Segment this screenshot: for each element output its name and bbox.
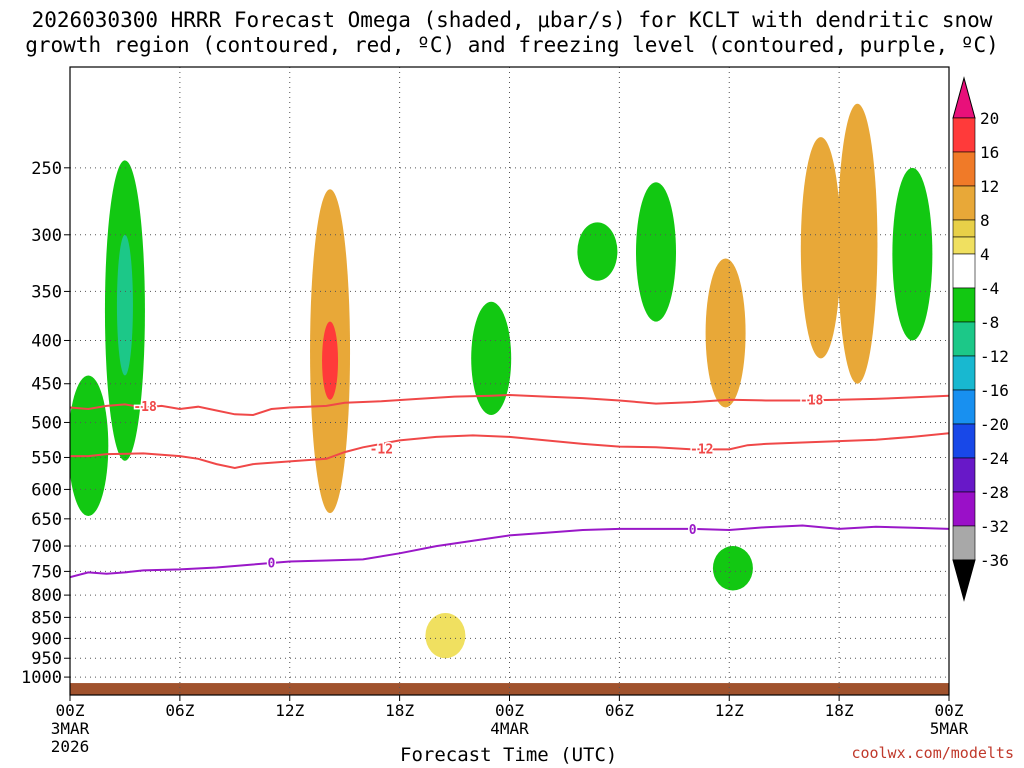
y-tick-label-8: 650 <box>31 510 62 530</box>
chart-title: 2026030300 HRRR Forecast Omega (shaded, … <box>0 8 1024 58</box>
x-tick-label-7: 18Z <box>825 701 854 720</box>
colorbar-swatch-2 <box>952 151 976 187</box>
colorbar-swatch-14 <box>952 525 976 561</box>
contour-label-3: -12 <box>690 443 713 458</box>
colorbar-label-12: -32 <box>980 517 1009 536</box>
colorbar: 20 16 12 8 4 -4 -8 -12 -16 -20 -24 -28 -32 -36 <box>952 76 1009 602</box>
y-tick-label-6: 550 <box>31 448 62 468</box>
x-date-label-8: 5MAR <box>930 719 969 738</box>
omega-region-7 <box>636 182 676 322</box>
ground-fill <box>70 683 949 695</box>
omega-region-5 <box>471 301 512 416</box>
y-tick-label-4: 450 <box>31 375 62 395</box>
omega-region-6 <box>577 222 618 281</box>
x-date-label-0: 3MAR <box>51 719 90 738</box>
colorbar-label-9: -20 <box>980 415 1009 434</box>
y-tick-label-1: 300 <box>31 226 62 246</box>
contour-line-minus12 <box>70 432 949 470</box>
contour-label-0: -18 <box>133 400 157 415</box>
colorbar-swatch-10 <box>952 389 976 425</box>
colorbar-label-7: -12 <box>980 347 1009 366</box>
omega-region-4 <box>322 321 339 400</box>
colorbar-label-5: -4 <box>980 279 999 298</box>
y-tick-label-11: 800 <box>31 586 62 606</box>
omega-region-8 <box>705 258 746 408</box>
ground-terrain <box>70 683 949 695</box>
contour-label-2: -12 <box>370 443 393 458</box>
x-axis-label: Forecast Time (UTC) <box>400 744 618 766</box>
colorbar-top-arrow <box>952 76 976 119</box>
colorbar-label-3: 8 <box>980 211 990 230</box>
colorbar-label-0: 20 <box>980 109 999 128</box>
colorbar-label-11: -28 <box>980 483 1009 502</box>
x-tick-label-0: 00Z <box>56 701 85 720</box>
contour-label-5: 0 <box>689 523 697 538</box>
x-tick-label-5: 06Z <box>605 701 634 720</box>
y-tick-label-0: 250 <box>31 159 62 179</box>
colorbar-swatch-11 <box>952 423 976 459</box>
colorbar-swatch-9 <box>952 355 976 391</box>
colorbar-swatch-8 <box>952 321 976 357</box>
colorbar-label-8: -16 <box>980 381 1009 400</box>
omega-region-1 <box>116 234 133 376</box>
contour-line-0 <box>70 524 949 579</box>
omega-region-10 <box>800 137 841 359</box>
x-tick-label-2: 12Z <box>275 701 304 720</box>
colorbar-label-1: 16 <box>980 143 999 162</box>
colorbar-bottom-arrow <box>952 559 976 602</box>
contour-label-4: 0 <box>268 556 276 571</box>
omega-region-9 <box>712 546 753 591</box>
colorbar-swatch-13 <box>952 491 976 527</box>
colorbar-swatch-4 <box>952 219 976 238</box>
omega-region-12 <box>892 167 933 341</box>
title-line-1: 2026030300 HRRR Forecast Omega (shaded, … <box>31 8 993 32</box>
contour-line-minus18 <box>70 393 949 417</box>
colorbar-label-6: -8 <box>980 313 999 332</box>
y-tick-label-3: 400 <box>31 331 62 351</box>
colorbar-label-13: -36 <box>980 551 1009 570</box>
y-tick-label-13: 900 <box>31 629 62 649</box>
x-tick-label-8: 00Z <box>935 701 964 720</box>
y-tick-label-10: 750 <box>31 562 62 582</box>
y-tick-label-2: 350 <box>31 282 62 302</box>
credit-link[interactable]: coolwx.com/modelts <box>851 744 1014 762</box>
x-tick-label-1: 06Z <box>165 701 194 720</box>
omega-region-13 <box>425 613 466 659</box>
y-tick-label-7: 600 <box>31 480 62 500</box>
colorbar-swatch-12 <box>952 457 976 493</box>
omega-region-2 <box>70 375 109 516</box>
colorbar-swatch-6 <box>952 253 976 289</box>
y-tick-label-12: 850 <box>31 608 62 628</box>
omega-region-11 <box>837 103 878 384</box>
colorbar-swatch-1 <box>952 117 976 153</box>
colorbar-swatch-3 <box>952 185 976 221</box>
y-axis: 2503003504004505005506006507007508008509… <box>21 159 70 688</box>
y-tick-label-9: 700 <box>31 537 62 557</box>
colorbar-swatch-5 <box>952 236 976 255</box>
colorbar-label-4: 4 <box>980 245 990 264</box>
colorbar-label-2: 12 <box>980 177 999 196</box>
omega-shading <box>70 103 933 659</box>
colorbar-label-10: -24 <box>980 449 1009 468</box>
title-line-2: growth region (contoured, red, ºC) and f… <box>25 33 999 57</box>
y-tick-label-15: 1000 <box>21 668 62 688</box>
y-tick-label-5: 500 <box>31 413 62 433</box>
x-tick-label-4: 00Z <box>495 701 524 720</box>
x-tick-label-3: 18Z <box>385 701 414 720</box>
contour-lines: -18 -18 -12 -12 0 0 <box>70 392 949 579</box>
y-tick-label-14: 950 <box>31 649 62 669</box>
colorbar-swatch-7 <box>952 287 976 323</box>
x-date-label-4: 4MAR <box>490 719 529 738</box>
x-year-label-0: 2026 <box>51 737 90 756</box>
x-tick-label-6: 12Z <box>715 701 744 720</box>
contour-label-1: -18 <box>800 394 824 409</box>
